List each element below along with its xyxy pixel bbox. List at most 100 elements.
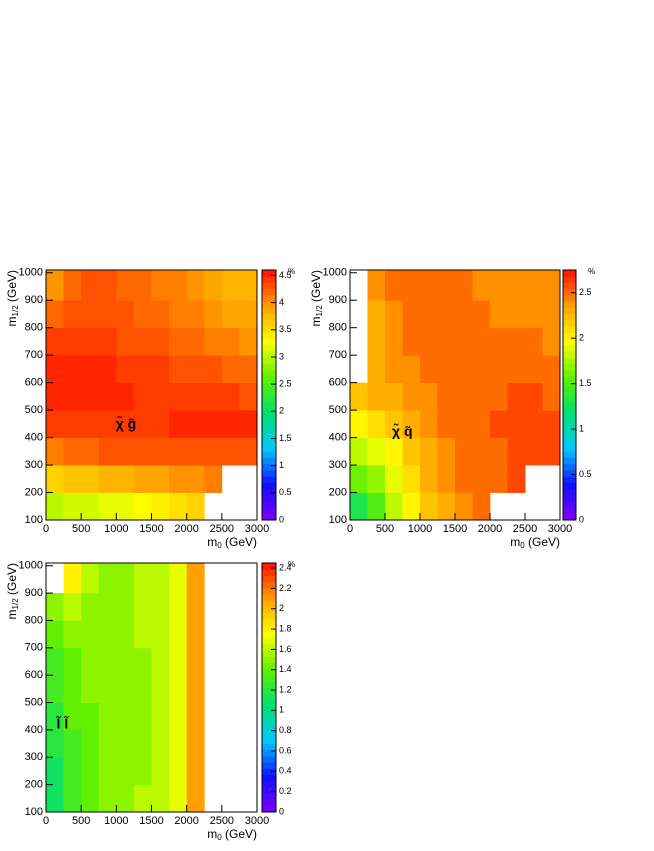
x-tick-label: 2500 [513, 523, 537, 535]
heatmap-cell [116, 784, 135, 813]
y-axis-label: m1/2 (GeV) [5, 270, 20, 326]
x-label-unit: (GeV) [222, 827, 257, 841]
colorbar-step [262, 370, 276, 377]
heatmap-cell [402, 300, 421, 329]
heatmap-cell [133, 382, 152, 411]
colorbar-step [563, 326, 576, 333]
heatmap-cell [420, 382, 438, 411]
x-tick-label: 1500 [139, 523, 163, 535]
colorbar-step [262, 762, 276, 769]
y-tick-label: 100 [25, 806, 43, 818]
heatmap-cell [169, 300, 188, 329]
heatmap-cell [151, 270, 170, 301]
heatmap-cell [98, 675, 117, 703]
heatmap-cell [204, 465, 223, 493]
heatmap-cell [98, 492, 117, 521]
heatmap-cell [151, 410, 170, 438]
heatmap-cell [367, 437, 386, 466]
colorbar-step [563, 501, 576, 508]
heatmap-cell [98, 355, 117, 384]
x-tick-label: 3000 [245, 523, 269, 535]
y-axis-label: m1/2 (GeV) [309, 270, 324, 326]
heatmap-cell [133, 757, 152, 786]
colorbar-step [262, 606, 276, 614]
heatmap-cell [472, 382, 491, 411]
heatmap-cell [98, 300, 117, 329]
heatmap-cell [239, 437, 258, 466]
heatmap-cell [239, 327, 258, 356]
y-tick-label: 800 [329, 322, 347, 334]
heatmap-cell [507, 300, 526, 329]
heatmap-cell [98, 382, 117, 411]
heatmap-cell [542, 382, 561, 411]
heatmap-cell [221, 355, 240, 384]
y-tick-label: 100 [329, 514, 347, 526]
colorbar-step [262, 357, 276, 365]
heatmap-cell [367, 270, 386, 301]
colorbar-step [563, 407, 576, 415]
colorbar-step [262, 563, 276, 570]
heatmap-cell [204, 300, 223, 329]
colorbar-step [262, 276, 276, 283]
heatmap-cell [46, 327, 64, 356]
colorbar-step [262, 445, 276, 452]
heatmap-cell [169, 702, 188, 731]
z-tick-label: 3 [279, 351, 284, 361]
x-tick-label: 2000 [174, 815, 198, 827]
heatmap-cell [116, 647, 135, 676]
y-label-unit: (GeV) [309, 270, 323, 305]
heatmap-cell [151, 437, 170, 466]
colorbar-step [262, 476, 276, 483]
y-tick-label: 600 [25, 669, 43, 681]
colorbar-step [563, 451, 576, 458]
z-tick-label: 1 [279, 460, 284, 470]
heatmap-cell [186, 492, 205, 521]
heatmap-cell [525, 355, 543, 384]
heatmap-cell [186, 702, 205, 731]
heatmap-cell [46, 492, 64, 521]
x-label-main: m [207, 535, 217, 549]
colorbar-step [262, 432, 276, 440]
heatmap-cell [186, 465, 205, 493]
colorbar-step [262, 575, 276, 583]
heatmap-cell [490, 410, 508, 438]
colorbar-step [262, 787, 276, 794]
colorbar-step [262, 631, 276, 639]
panel-label: χ̃ g̃ [116, 415, 137, 432]
heatmap-cell [186, 382, 205, 411]
z-tick-label: 1 [579, 423, 584, 433]
heatmap-cell [472, 355, 491, 384]
heatmap-cell [133, 620, 152, 649]
colorbar-step [262, 282, 276, 290]
heatmap-cell [507, 270, 526, 301]
colorbar-step [563, 470, 576, 477]
colorbar-step [563, 457, 576, 465]
x-label-sub: 0 [217, 833, 222, 842]
heatmap-cell [455, 492, 473, 521]
y-tick-label: 1000 [323, 267, 347, 279]
heatmap-cell [133, 647, 152, 676]
heatmap-cell [63, 729, 82, 758]
colorbar-step [262, 495, 276, 502]
heatmap-cell [186, 410, 205, 438]
y-tick-label: 700 [329, 349, 347, 361]
colorbar-step [262, 451, 276, 458]
colorbar-step [563, 445, 576, 452]
heatmap-cell [63, 675, 82, 703]
z-tick-label: 1.6 [279, 644, 292, 654]
z-tick-label: 0 [279, 514, 284, 524]
heatmap-cell [350, 410, 368, 438]
colorbar-step [262, 731, 276, 738]
heatmap-cell [98, 465, 117, 493]
y-tick-label: 1000 [19, 267, 43, 279]
z-tick-label: 0.6 [279, 745, 292, 755]
heatmap-cell [169, 757, 188, 786]
colorbar-step [262, 351, 276, 358]
colorbar-step [262, 488, 276, 496]
colorbar-step [563, 357, 576, 365]
colorbar-step [262, 774, 276, 782]
colorbar-step [262, 501, 276, 508]
heatmap-cell [46, 270, 64, 301]
heatmap-cell [169, 382, 188, 411]
heatmap-cell [116, 729, 135, 758]
